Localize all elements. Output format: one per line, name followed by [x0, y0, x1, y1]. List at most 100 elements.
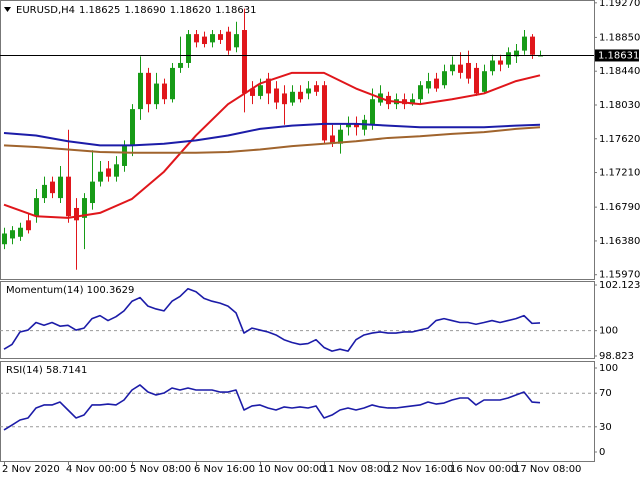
candle-body: [474, 67, 479, 94]
x-tick-label: 11 Nov 08:00: [322, 464, 389, 475]
candle-body: [58, 176, 63, 199]
candle-body: [338, 129, 343, 144]
y-tick-label: 70: [599, 388, 612, 399]
current-price-tag: [595, 49, 639, 62]
candle-body: [178, 62, 183, 68]
chart-title: EURUSD,H4: [16, 5, 75, 16]
y-tick-label: 1.19270: [599, 0, 640, 9]
y-tick-label: 1.17620: [599, 134, 640, 145]
candle-body: [170, 67, 175, 100]
candle-body: [498, 60, 503, 65]
candle-body: [234, 34, 239, 48]
x-tick-label: 4 Nov 00:00: [66, 464, 127, 475]
candle-body: [282, 93, 287, 105]
panel-title: Momentum(14) 100.3629: [6, 285, 134, 296]
candle-body: [194, 34, 199, 43]
candle-body: [450, 64, 455, 72]
candle-body: [266, 78, 271, 94]
candle-body: [354, 123, 359, 128]
y-tick-label: 1.16790: [599, 202, 640, 213]
candle-body: [218, 34, 223, 40]
candle-body: [114, 164, 119, 177]
header-value: 1.18690: [124, 5, 165, 16]
candle-body: [410, 99, 415, 105]
candle-body: [274, 88, 279, 103]
candle-body: [242, 30, 247, 94]
candle-body: [42, 184, 47, 199]
x-tick-label: 17 Nov 08:00: [514, 464, 581, 475]
candle-body: [162, 83, 167, 100]
indicator-line: [3, 384, 541, 431]
y-tick-label: 30: [599, 422, 612, 433]
candle-body: [514, 50, 519, 57]
candle-body: [306, 88, 311, 94]
x-tick-label: 2 Nov 2020: [2, 464, 60, 475]
candle-body: [146, 72, 151, 105]
y-tick-label: 1.18030: [599, 100, 640, 111]
x-tick-label: 16 Nov 00:00: [450, 464, 517, 475]
candle-body: [434, 78, 439, 89]
candle-body: [418, 85, 423, 100]
y-tick-label: 98.823: [599, 351, 634, 362]
candle-body: [426, 81, 431, 89]
panel-title: RSI(14) 58.7141: [6, 365, 87, 376]
candle-body: [290, 91, 295, 103]
x-tick-label: 5 Nov 08:00: [130, 464, 191, 475]
header-value: 1.18620: [170, 5, 211, 16]
x-tick-label: 10 Nov 00:00: [258, 464, 325, 475]
y-tick-label: 1.18440: [599, 66, 640, 77]
candle-body: [202, 36, 207, 45]
y-tick-label: 1.16380: [599, 236, 640, 247]
indicator-line: [3, 287, 541, 352]
panel-frame: [0, 281, 595, 359]
candle-body: [442, 71, 447, 86]
chart-header: EURUSD,H4 1.18625 1.18690 1.18620 1.18631: [16, 5, 256, 16]
candle-body: [122, 145, 127, 166]
candle-body: [258, 85, 263, 96]
y-tick-label: 1.17210: [599, 168, 640, 179]
y-tick-label: 1.18850: [599, 32, 640, 43]
candle-body: [18, 227, 23, 237]
candle-body: [98, 171, 103, 182]
candle-body: [10, 230, 15, 239]
candle-body: [506, 52, 511, 65]
candle-body: [522, 36, 527, 51]
indicator-line: [3, 126, 541, 154]
candle-body: [50, 181, 55, 194]
candle-body: [490, 60, 495, 72]
current-price-label: 1.18631: [598, 50, 639, 61]
y-tick-label: 1.15970: [599, 270, 640, 281]
indicator-line: [3, 122, 541, 147]
candle-body: [74, 207, 79, 221]
panel-frame: [0, 0, 595, 280]
y-tick-label: 102.1237: [599, 280, 640, 291]
header-value: 1.18631: [215, 5, 256, 16]
indicator-line: [3, 71, 541, 219]
candle-body: [330, 135, 335, 144]
candle-body: [482, 71, 487, 92]
candle-body: [154, 83, 159, 105]
candle-body: [34, 198, 39, 217]
y-tick-label: 0: [599, 447, 605, 458]
candle-body: [186, 34, 191, 63]
candle-body: [130, 109, 135, 146]
candle-body: [250, 88, 255, 96]
y-tick-label: 100: [599, 326, 618, 337]
panel-frame: [0, 361, 595, 462]
x-tick-label: 6 Nov 16:00: [194, 464, 255, 475]
candle-body: [66, 176, 71, 217]
candle-body: [90, 181, 95, 204]
candle-body: [82, 198, 87, 218]
candle-body: [346, 123, 351, 128]
candle-body: [458, 64, 463, 73]
candle-body: [466, 62, 471, 79]
candle-body: [370, 99, 375, 125]
candle-body: [226, 31, 231, 51]
header-value: 1.18625: [79, 5, 120, 16]
candle-body: [322, 85, 327, 141]
candle-body: [314, 85, 319, 92]
menu-arrow: [4, 7, 11, 12]
candle-body: [298, 91, 303, 100]
candle-body: [26, 220, 31, 231]
